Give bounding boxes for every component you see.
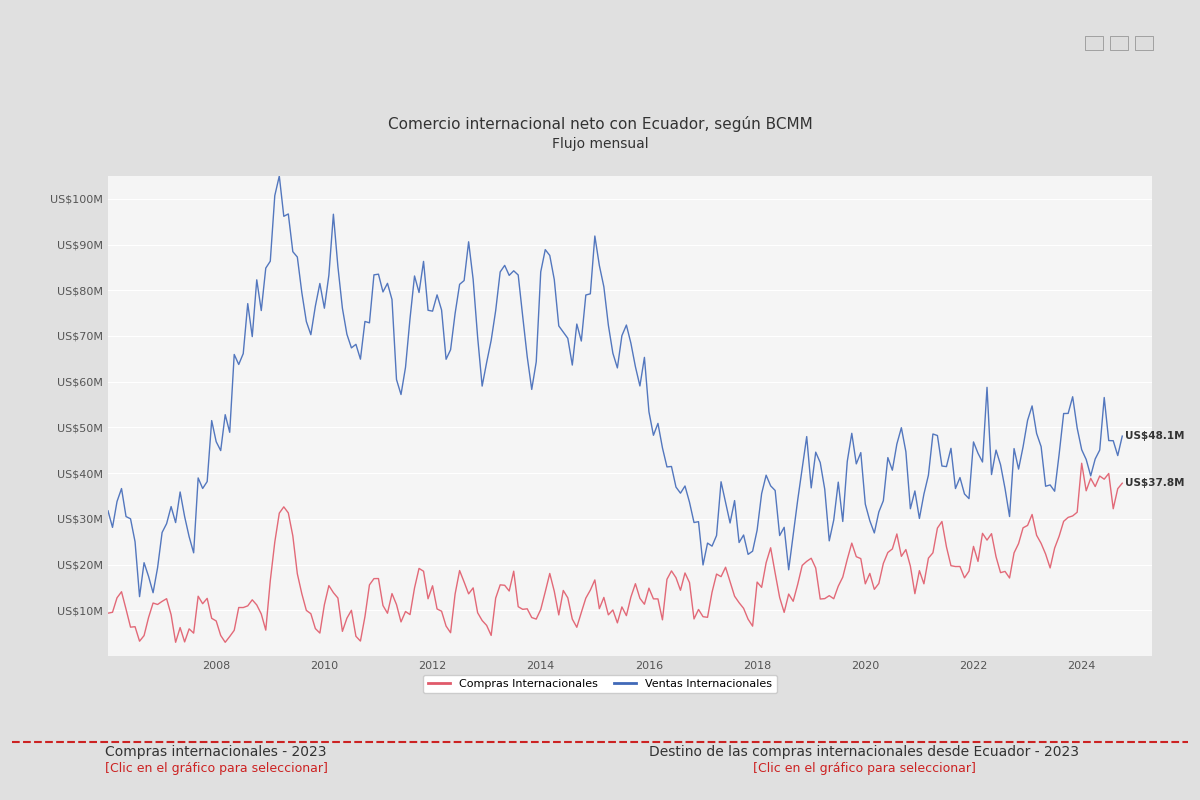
Text: Flujo mensual: Flujo mensual (552, 137, 648, 151)
Text: Comercio internacional neto con Ecuador, según BCMM: Comercio internacional neto con Ecuador,… (388, 116, 812, 132)
Text: [Clic en el gráfico para seleccionar]: [Clic en el gráfico para seleccionar] (104, 762, 328, 775)
Legend: Compras Internacionales, Ventas Internacionales: Compras Internacionales, Ventas Internac… (424, 674, 776, 694)
Text: Compras internacionales - 2023: Compras internacionales - 2023 (106, 745, 326, 759)
Text: Destino de las compras internacionales desde Ecuador - 2023: Destino de las compras internacionales d… (649, 745, 1079, 759)
Text: US$37.8M: US$37.8M (1124, 478, 1184, 488)
Text: [Clic en el gráfico para seleccionar]: [Clic en el gráfico para seleccionar] (752, 762, 976, 775)
Text: US$48.1M: US$48.1M (1124, 431, 1184, 441)
